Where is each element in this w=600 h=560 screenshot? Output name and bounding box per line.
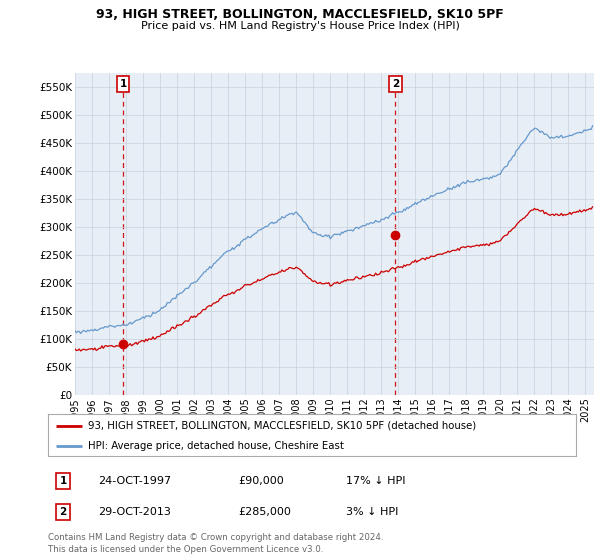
- Text: £285,000: £285,000: [238, 507, 291, 517]
- Text: 29-OCT-2013: 29-OCT-2013: [98, 507, 171, 517]
- Text: 17% ↓ HPI: 17% ↓ HPI: [346, 476, 406, 486]
- Text: 24-OCT-1997: 24-OCT-1997: [98, 476, 171, 486]
- Text: Price paid vs. HM Land Registry's House Price Index (HPI): Price paid vs. HM Land Registry's House …: [140, 21, 460, 31]
- Text: HPI: Average price, detached house, Cheshire East: HPI: Average price, detached house, Ches…: [88, 441, 344, 451]
- Text: 93, HIGH STREET, BOLLINGTON, MACCLESFIELD, SK10 5PF (detached house): 93, HIGH STREET, BOLLINGTON, MACCLESFIEL…: [88, 421, 476, 431]
- Text: 3% ↓ HPI: 3% ↓ HPI: [346, 507, 398, 517]
- Text: 1: 1: [119, 79, 127, 89]
- Text: 1: 1: [59, 476, 67, 486]
- Text: Contains HM Land Registry data © Crown copyright and database right 2024.
This d: Contains HM Land Registry data © Crown c…: [48, 533, 383, 554]
- Text: £90,000: £90,000: [238, 476, 284, 486]
- Text: 2: 2: [59, 507, 67, 517]
- Text: 2: 2: [392, 79, 399, 89]
- Text: 93, HIGH STREET, BOLLINGTON, MACCLESFIELD, SK10 5PF: 93, HIGH STREET, BOLLINGTON, MACCLESFIEL…: [96, 8, 504, 21]
